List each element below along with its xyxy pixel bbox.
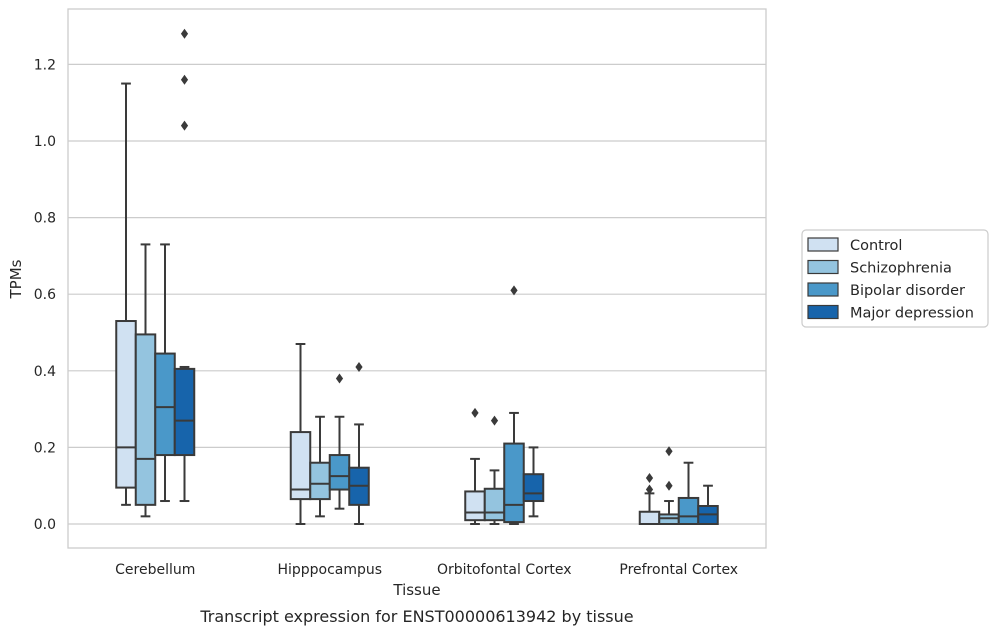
legend-swatch: [807, 282, 839, 297]
boxes: [115, 28, 719, 525]
box-body: [677, 496, 700, 525]
outlier-point: [335, 373, 344, 384]
x-tick-label: Prefrontal Cortex: [619, 562, 738, 578]
box-body: [134, 333, 157, 506]
box-3-2: [522, 446, 545, 518]
legend-label: Schizophrenia: [850, 261, 952, 277]
x-tick-labels: Cerebellum Hipppocampus Orbitofontal Corte…: [115, 562, 738, 578]
x-tick-label: Orbitofontal Cortex: [437, 562, 572, 578]
box-body: [638, 510, 661, 525]
box-body: [115, 320, 137, 489]
legend-label: Control: [850, 238, 902, 254]
x-axis-label: Tissue: [392, 581, 440, 599]
y-tick-label: 1.0: [34, 134, 56, 150]
outlier-point: [490, 415, 499, 426]
outlier-point: [645, 484, 654, 495]
outlier-point: [180, 74, 189, 85]
outlier-point: [180, 120, 189, 131]
y-tick-labels: 0.0 0.2 0.4 0.6 0.8 1.0 1.2: [34, 57, 56, 533]
y-tick-label: 0.4: [34, 364, 56, 380]
outlier-point: [665, 480, 673, 491]
y-tick-label: 1.2: [34, 57, 56, 73]
box-body: [503, 442, 525, 524]
box-2-3: [677, 461, 700, 525]
legend-swatch: [807, 237, 839, 252]
plot-frame: [67, 8, 767, 549]
legend-label: Major depression: [850, 306, 974, 322]
box-body: [154, 352, 176, 457]
x-tick-label: Cerebellum: [115, 562, 195, 578]
box-3-1: [348, 361, 370, 525]
box-body: [173, 367, 196, 457]
box-body: [483, 487, 506, 522]
box-body: [328, 454, 351, 491]
y-tick-label: 0.8: [34, 211, 56, 227]
legend-frame: [801, 229, 989, 328]
box-1-2: [483, 415, 506, 525]
box-body: [309, 461, 331, 501]
outlier-point: [665, 446, 673, 457]
box-1-0: [134, 243, 157, 518]
outlier-point: [471, 407, 479, 418]
box-3-3: [697, 484, 719, 525]
box-body: [522, 473, 545, 503]
y-tick-label: 0.6: [34, 287, 56, 303]
y-axis-label: TPMs: [7, 259, 25, 299]
box-0-2: [464, 407, 486, 525]
legend-swatch: [807, 259, 839, 275]
legend-swatch: [807, 304, 839, 320]
outlier-point: [180, 28, 189, 39]
outlier-point: [510, 285, 518, 296]
y-tick-label: 0.0: [34, 517, 56, 533]
legend: Control Schizophrenia Bipolar disorder Majo…: [801, 229, 989, 328]
box-body: [464, 490, 486, 522]
plot-background: [68, 9, 766, 548]
chart-caption: Transcript expression for ENST0000061394…: [199, 607, 633, 626]
outlier-point: [355, 361, 363, 372]
box-3-0: [173, 28, 196, 503]
legend-label: Bipolar disorder: [850, 283, 965, 299]
outlier-point: [645, 473, 654, 484]
y-tick-label: 0.2: [34, 440, 56, 456]
box-0-1: [289, 342, 312, 525]
x-tick-label: Hipppocampus: [277, 562, 382, 578]
